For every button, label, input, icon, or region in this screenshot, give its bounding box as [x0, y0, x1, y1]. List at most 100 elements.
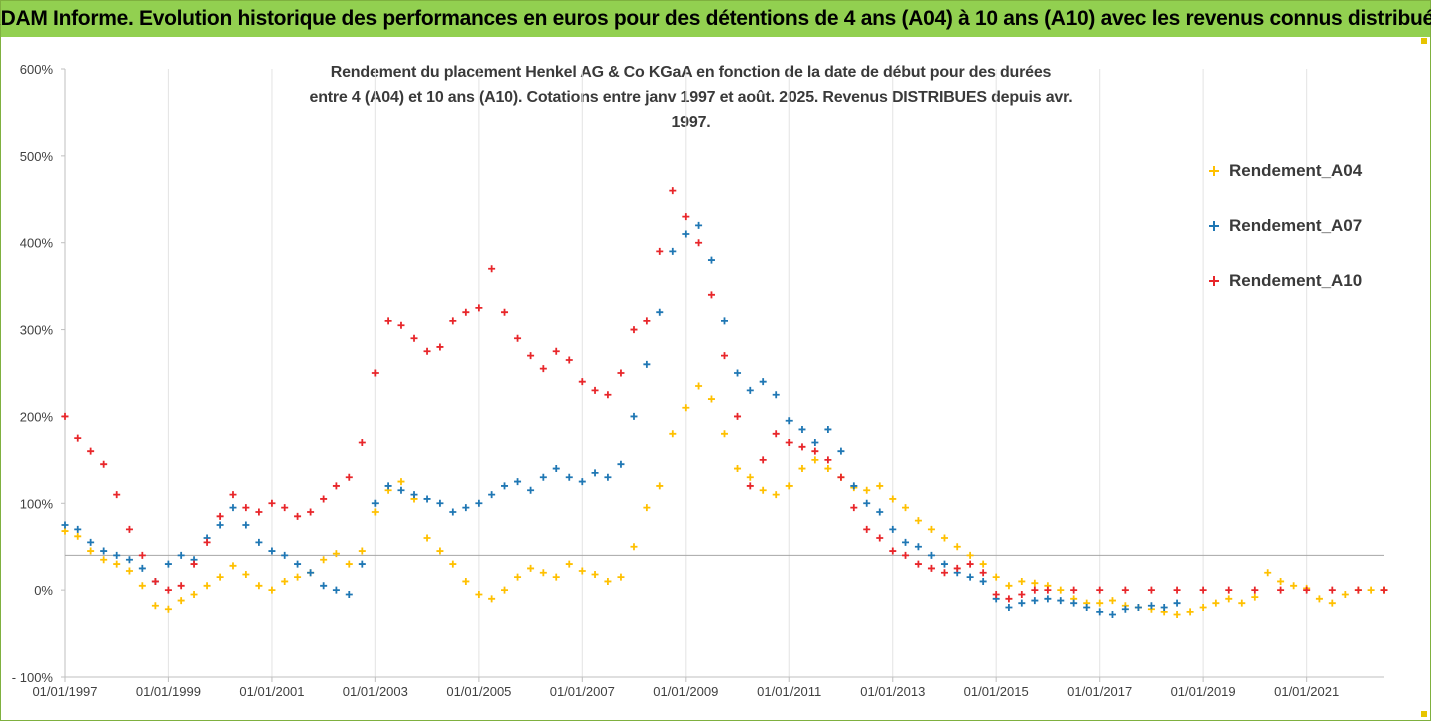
data-point [591, 571, 599, 579]
x-tick-label: 01/01/2009 [653, 684, 718, 699]
data-point [100, 547, 108, 555]
legend-item-a10: Rendement_A10 [1169, 253, 1379, 308]
chart-title: Rendement du placement Henkel AG & Co KG… [291, 60, 1091, 135]
data-point [914, 543, 922, 551]
data-point [656, 247, 664, 255]
data-point [979, 577, 987, 585]
data-point [979, 569, 987, 577]
data-point [61, 412, 69, 420]
data-point [294, 512, 302, 520]
data-point [281, 551, 289, 559]
legend-label: Rendement_A04 [1229, 160, 1363, 180]
data-point [656, 308, 664, 316]
data-point [630, 543, 638, 551]
data-point [216, 512, 224, 520]
data-point [772, 391, 780, 399]
data-point [488, 595, 496, 603]
data-point [565, 356, 573, 364]
data-point [1057, 597, 1065, 605]
data-point [966, 551, 974, 559]
data-point [462, 504, 470, 512]
data-point [113, 551, 121, 559]
chart-title-line-1: Rendement du placement Henkel AG & Co KG… [330, 64, 1052, 81]
data-point [837, 447, 845, 455]
data-point [255, 582, 263, 590]
data-point [721, 317, 728, 325]
data-point [1341, 590, 1349, 598]
data-point [552, 573, 560, 581]
data-point [113, 491, 121, 499]
data-point [527, 486, 535, 494]
data-point [423, 495, 431, 503]
data-point [1083, 604, 1091, 612]
data-point [1096, 586, 1104, 594]
data-point [966, 573, 974, 581]
series-Rendement_A04 [61, 382, 1388, 618]
data-point [1264, 569, 1272, 577]
data-point [1212, 599, 1220, 607]
legend-item-a04: Rendement_A04 [1169, 143, 1379, 198]
data-point [255, 538, 263, 546]
data-point [527, 352, 535, 360]
data-point [1277, 577, 1285, 585]
data-point [824, 456, 832, 464]
legend-label: Rendement_A07 [1229, 215, 1363, 235]
data-point [850, 504, 858, 512]
data-point [203, 582, 211, 590]
data-point [423, 534, 431, 542]
data-point [1225, 586, 1233, 594]
data-point [1031, 586, 1039, 594]
x-tick-label: 01/01/2011 [757, 684, 821, 699]
plus-marker-icon [1207, 219, 1221, 233]
data-point [992, 590, 1000, 598]
data-point [242, 571, 250, 579]
data-point [876, 534, 884, 542]
data-point [811, 456, 819, 464]
legend-label: Rendement_A10 [1229, 270, 1363, 290]
data-point [423, 347, 431, 355]
data-point [811, 447, 819, 455]
data-point [759, 486, 767, 494]
data-point [164, 605, 172, 613]
data-point [1018, 599, 1026, 607]
data-point [940, 560, 948, 568]
data-point [798, 465, 806, 473]
data-point [1277, 586, 1285, 594]
data-point [979, 560, 987, 568]
x-tick-label: 01/01/2005 [446, 684, 511, 699]
data-point [746, 482, 754, 490]
data-point [1251, 593, 1259, 601]
data-point [332, 482, 340, 490]
data-point [1031, 597, 1039, 605]
data-point [914, 560, 922, 568]
data-point [539, 569, 547, 577]
data-point [695, 382, 703, 390]
data-point [74, 525, 82, 533]
data-point [889, 525, 897, 533]
data-point [591, 386, 599, 394]
data-point [268, 499, 276, 507]
data-point [746, 473, 754, 481]
data-point [449, 317, 457, 325]
data-point [358, 560, 366, 568]
data-point [630, 326, 638, 334]
data-point [772, 430, 780, 438]
data-point [953, 564, 961, 572]
data-point [345, 590, 353, 598]
data-point [1005, 582, 1013, 590]
y-tick-label: 400% [20, 236, 54, 251]
data-point [850, 482, 858, 490]
data-point [255, 508, 263, 516]
report-banner-title: ADAM Informe. Evolution historique des p… [0, 1, 1431, 37]
data-point [164, 586, 172, 594]
data-point [682, 404, 690, 412]
data-point [397, 321, 405, 329]
chart-title-line-2: entre 4 (A04) et 10 ans (A10). Cotations… [309, 89, 1073, 131]
data-point [488, 491, 496, 499]
data-point [707, 256, 715, 264]
data-point [281, 577, 289, 585]
data-point [902, 504, 910, 512]
data-point [216, 521, 224, 529]
data-point [1354, 586, 1362, 594]
